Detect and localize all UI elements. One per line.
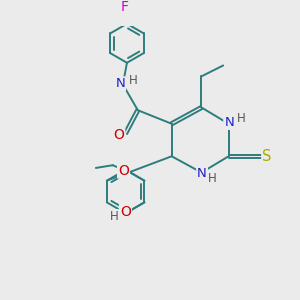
Text: H: H (208, 172, 217, 185)
Text: S: S (262, 149, 272, 164)
Text: F: F (121, 0, 129, 14)
Text: N: N (115, 77, 125, 90)
Text: H: H (236, 112, 245, 125)
Text: O: O (118, 164, 129, 178)
Text: N: N (224, 116, 234, 129)
Text: H: H (110, 210, 118, 223)
Text: H: H (129, 74, 138, 87)
Text: O: O (113, 128, 124, 142)
Text: O: O (120, 205, 131, 219)
Text: N: N (197, 167, 207, 180)
